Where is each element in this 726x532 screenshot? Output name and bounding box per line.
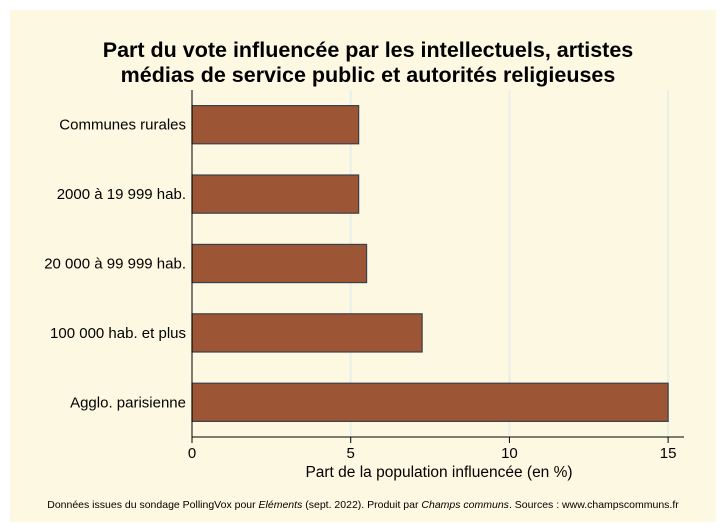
x-axis-title: Part de la population influencée (en %) — [305, 464, 572, 481]
source-suffix: . Sources : www.champscommuns.fr — [508, 499, 679, 511]
category-label: 20 000 à 99 999 hab. — [44, 256, 186, 273]
category-labels: Communes rurales 2000 à 19 999 hab. 20 000… — [44, 117, 186, 412]
bar — [191, 313, 423, 353]
bars — [191, 105, 669, 422]
axes — [191, 90, 684, 438]
source-prefix: Données issues du sondage PollingVox pou… — [47, 499, 259, 511]
x-ticks: 0 5 10 15 — [188, 437, 677, 462]
chart-title-line-1: Part du vote influencée par les intellec… — [103, 38, 634, 62]
x-tick-label: 5 — [347, 445, 355, 462]
source-note: Données issues du sondage PollingVox pou… — [0, 499, 726, 511]
bar — [191, 243, 368, 284]
x-tick-label: 0 — [188, 445, 196, 462]
source-middle: (sept. 2022). Produit par — [302, 499, 422, 511]
category-label: 2000 à 19 999 hab. — [57, 186, 186, 203]
bar — [191, 382, 669, 422]
x-tick-label: 10 — [501, 445, 518, 462]
source-producer: Champs communs — [421, 499, 509, 511]
chart-title: Part du vote influencée par les intellec… — [103, 38, 634, 87]
category-label: Communes rurales — [59, 117, 186, 134]
chart-title-line-2: médias de service public et autorités re… — [121, 63, 616, 87]
source-magazine: Eléments — [258, 499, 303, 511]
x-tick-label: 15 — [660, 445, 677, 462]
category-label: Agglo. parisienne — [70, 394, 186, 411]
bar — [191, 105, 360, 145]
bar — [191, 174, 360, 214]
category-label: 100 000 hab. et plus — [50, 325, 186, 342]
